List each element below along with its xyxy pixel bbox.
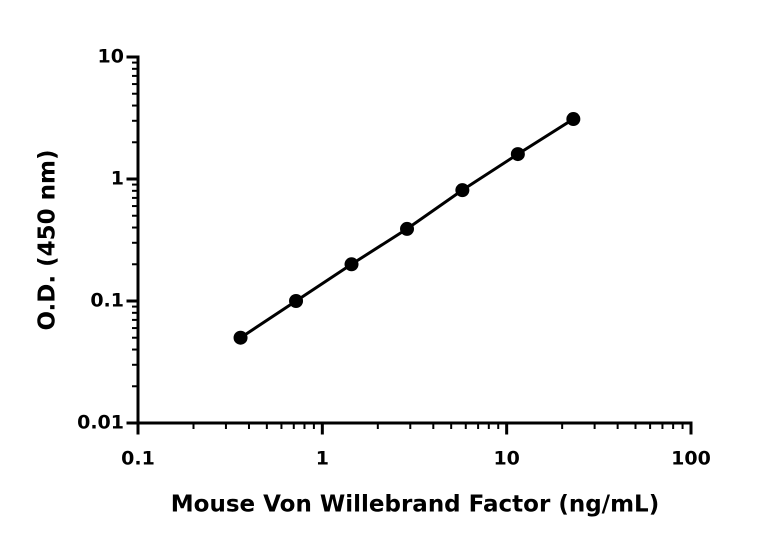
x-tick-label: 10: [493, 448, 519, 470]
data-point: [510, 147, 525, 162]
data-point: [400, 221, 415, 236]
y-tick-label: 0.1: [90, 290, 124, 312]
data-point: [566, 112, 581, 127]
y-tick-label: 1: [111, 168, 124, 190]
data-point: [455, 183, 470, 198]
x-tick-label: 1: [316, 448, 329, 470]
x-tick-label: 100: [671, 448, 711, 470]
x-axis-title: Mouse Von Willebrand Factor (ng/mL): [171, 492, 659, 518]
data-point: [233, 330, 248, 345]
x-tick-label: 0.1: [121, 448, 155, 470]
y-tick-label: 10: [98, 46, 124, 68]
y-axis-title: O.D. (450 nm): [35, 149, 61, 330]
data-point: [289, 294, 304, 308]
y-tick-label: 0.01: [77, 412, 124, 434]
data-point: [344, 257, 359, 272]
